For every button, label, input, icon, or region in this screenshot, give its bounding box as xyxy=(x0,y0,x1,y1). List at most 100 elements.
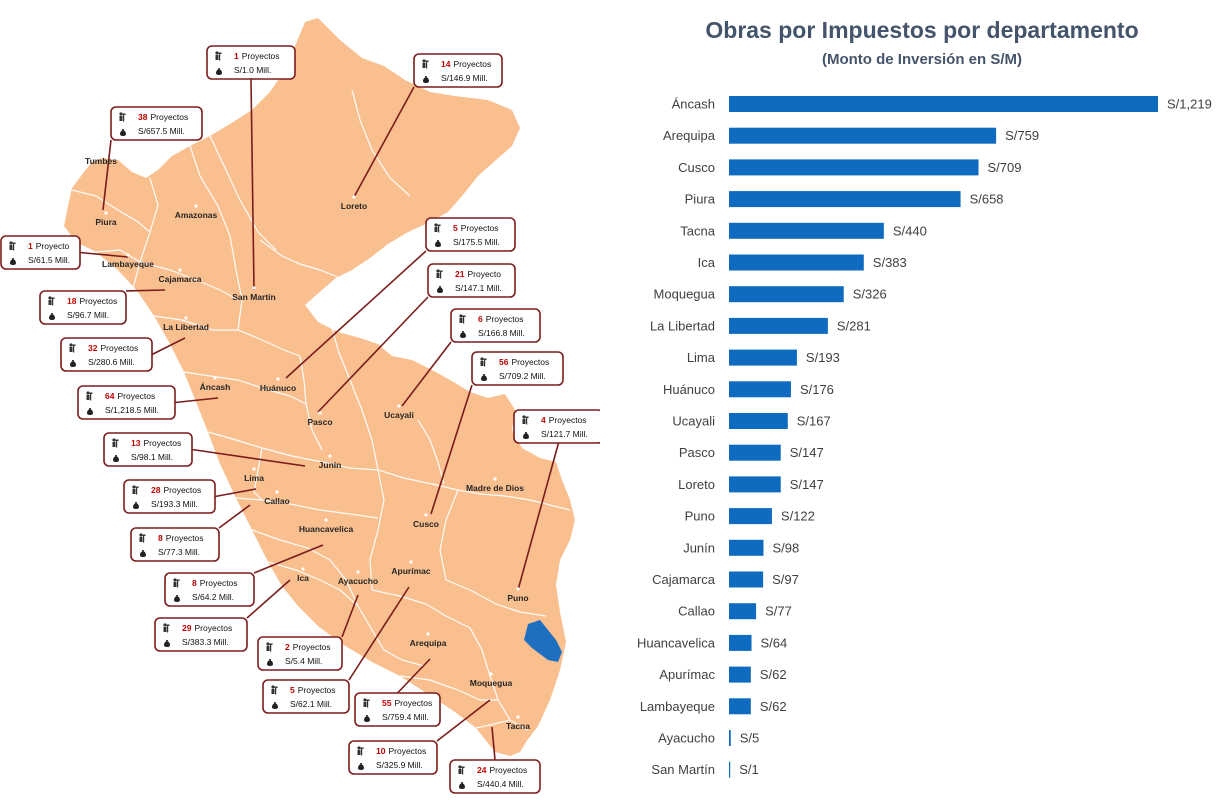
callout-count: 2 xyxy=(285,642,290,652)
category-label-loreto: Loreto xyxy=(678,477,715,492)
leader-line-puno xyxy=(517,442,560,591)
category-label-ayacucho: Ayacucho xyxy=(658,731,715,746)
value-label-callao: S/77 xyxy=(765,604,792,619)
callout-projects: 28 Proyectos xyxy=(151,485,201,495)
value-label-la-libertad: S/281 xyxy=(837,318,871,333)
callout-projects: 24 Proyectos xyxy=(477,765,527,775)
lake-titicaca xyxy=(524,620,562,662)
value-label-cajamarca: S/97 xyxy=(772,572,799,587)
dept-label-puno: Puno xyxy=(507,593,528,603)
callout-amount: S/175.5 Mill. xyxy=(453,237,500,247)
dept-label-callao: Callao xyxy=(264,496,290,506)
dept-point-huanuco xyxy=(276,377,280,381)
callout-cusco: 56 Proyectos S/709.2 Mill. xyxy=(471,351,564,386)
leader-line-piura xyxy=(102,139,112,211)
leader-line-tacna xyxy=(491,726,496,761)
dept-point-ayacucho xyxy=(356,570,360,574)
callout-ucayali: 6 Proyectos S/166.8 Mill. xyxy=(450,308,541,343)
leader-line-huanuco xyxy=(285,250,427,379)
dept-label-arequipa: Arequipa xyxy=(410,638,447,648)
callout-amount: S/62.1 Mill. xyxy=(290,699,332,709)
callout-count: 32 xyxy=(88,343,98,353)
callout-box xyxy=(130,527,220,562)
callout-projects: 1 Proyectos xyxy=(234,51,280,61)
category-label-lima: Lima xyxy=(687,350,716,365)
callout-unit: Proyectos xyxy=(143,438,181,448)
callout-amount: S/1,218.5 Mill. xyxy=(105,405,159,415)
bar-chart: Obras por Impuestos por departamento (Mo… xyxy=(637,17,1212,778)
dept-point-huancavelica xyxy=(324,518,328,522)
bar-piura xyxy=(729,191,961,208)
value-label-huancavelica: S/64 xyxy=(761,635,788,650)
leader-line-ayacucho xyxy=(341,594,359,638)
category-label-ancash: Áncash xyxy=(672,97,715,112)
callout-unit: Proyectos xyxy=(200,578,238,588)
value-label-tacna: S/440 xyxy=(893,223,927,238)
bar-puno xyxy=(729,508,772,525)
dept-label-junin: Junín xyxy=(319,460,342,470)
value-label-piura: S/658 xyxy=(970,192,1004,207)
chart-title: Obras por Impuestos por departamento xyxy=(705,17,1138,43)
bar-cusco xyxy=(729,159,979,176)
callout-count: 8 xyxy=(158,533,163,543)
callout-count: 64 xyxy=(105,391,115,401)
bar-pasco xyxy=(729,444,781,461)
bar-tacna xyxy=(729,222,884,239)
dept-label-ica: Ica xyxy=(297,573,309,583)
callout-count: 28 xyxy=(151,485,161,495)
value-label-lima: S/193 xyxy=(806,350,840,365)
callout-unit: Proyecto xyxy=(36,241,70,251)
callout-box xyxy=(413,53,503,88)
dept-label-tacna: Tacna xyxy=(506,721,530,731)
callout-amount: S/5.4 Mill. xyxy=(285,656,322,666)
callout-amount: S/96.7 Mill. xyxy=(67,310,109,320)
dept-point-lambayeque xyxy=(126,253,130,257)
callout-box xyxy=(39,290,127,325)
leader-line-huancavelica xyxy=(253,544,324,574)
dept-point-la-libertad xyxy=(184,316,188,320)
callout-box xyxy=(354,692,441,727)
bar-cajamarca xyxy=(729,571,764,588)
callout-unit: Proyectos xyxy=(163,485,201,495)
callout-box xyxy=(257,636,343,671)
dept-point-lima xyxy=(252,467,256,471)
callout-huancavelica: 8 Proyectos S/64.2 Mill. xyxy=(164,572,255,607)
dept-label-san-martin: San Martín xyxy=(232,292,275,302)
leader-line-ica xyxy=(246,579,291,619)
callout-unit: Proyectos xyxy=(388,746,426,756)
bar-lambayeque xyxy=(729,698,751,715)
leader-line-lima xyxy=(214,488,257,498)
category-label-huanuco: Huánuco xyxy=(663,382,715,397)
value-label-moquegua: S/326 xyxy=(853,287,887,302)
callout-amount: S/440.4 Mill. xyxy=(477,779,524,789)
callout-projects: 10 Proyectos xyxy=(376,746,426,756)
leader-line-lambayeque xyxy=(79,251,129,258)
callout-box xyxy=(348,740,438,775)
bar-apurimac xyxy=(729,666,751,683)
bars-group: Áncash S/1,219 Arequipa S/759 Cusco S/709 Piur… xyxy=(637,96,1212,778)
callout-box xyxy=(449,759,541,794)
callout-projects: 5 Proyectos xyxy=(290,685,336,695)
dept-point-piura xyxy=(104,211,108,215)
department-labels: Tumbes Piura Lambayeque Amazonas Cajamarca Sa… xyxy=(85,150,530,731)
callout-unit: Proyectos xyxy=(511,357,549,367)
callout-unit: Proyectos xyxy=(242,51,280,61)
callout-count: 5 xyxy=(453,223,458,233)
category-label-piura: Piura xyxy=(685,192,716,207)
callout-box xyxy=(123,479,216,514)
dept-point-cajamarca xyxy=(178,268,182,272)
callout-amount: S/657.5 Mill. xyxy=(138,126,185,136)
callout-unit: Proyectos xyxy=(100,343,138,353)
callout-lima: 28 Proyectos S/193.3 Mill. xyxy=(123,479,216,514)
value-label-ica: S/383 xyxy=(873,255,907,270)
dept-point-arequipa xyxy=(426,632,430,636)
callout-box xyxy=(110,106,203,141)
callout-cajamarca: 18 Proyectos S/96.7 Mill. xyxy=(39,290,127,325)
callout-projects: 55 Proyectos xyxy=(382,698,432,708)
dept-label-tumbes: Tumbes xyxy=(85,156,117,166)
callout-moquegua: 10 Proyectos S/325.9 Mill. xyxy=(348,740,438,775)
callout-box xyxy=(103,432,193,467)
leader-line-cajamarca xyxy=(125,289,166,292)
callout-callao: 8 Proyectos S/77.3 Mill. xyxy=(130,527,220,562)
